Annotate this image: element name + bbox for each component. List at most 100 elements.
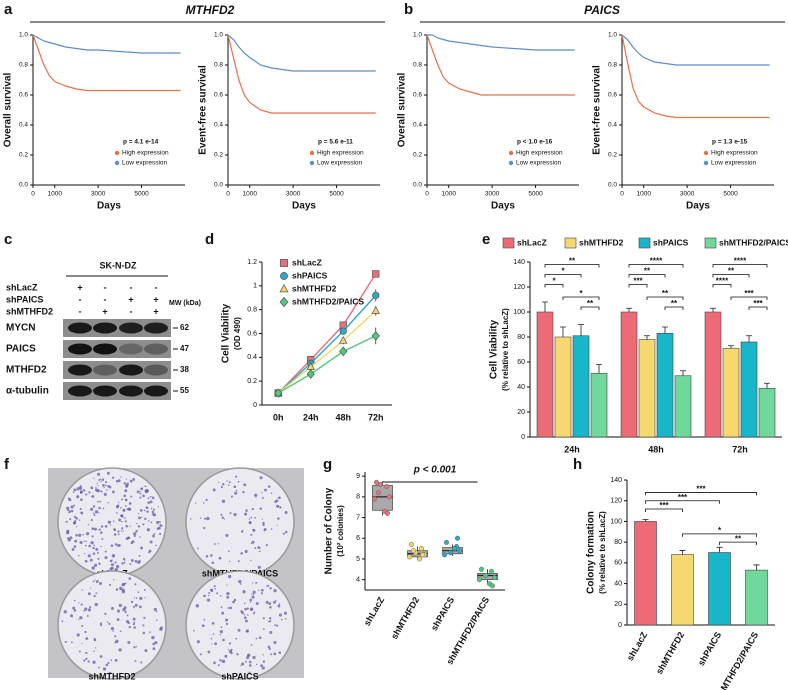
colony-dot bbox=[138, 490, 141, 493]
x-tick-label: 1000 bbox=[441, 191, 456, 198]
colony-dot bbox=[137, 512, 140, 515]
colony-dot bbox=[279, 506, 282, 509]
colony-dot bbox=[139, 596, 143, 601]
colony-dot bbox=[138, 554, 141, 557]
colony-dot bbox=[97, 472, 101, 476]
colony-dot bbox=[122, 607, 126, 612]
x-tick-label: 5000 bbox=[528, 191, 543, 198]
data-point bbox=[410, 548, 417, 554]
x-tick-label: 72h bbox=[732, 444, 748, 454]
data-point bbox=[377, 481, 384, 487]
sig-label: ** bbox=[644, 267, 651, 276]
colony-dot bbox=[128, 537, 131, 540]
colony-dot bbox=[104, 484, 107, 487]
marker bbox=[279, 283, 289, 293]
colony-dot bbox=[73, 488, 77, 492]
colony-dot bbox=[102, 667, 107, 671]
error-bar bbox=[764, 382, 770, 389]
legend-label: Low expression bbox=[317, 160, 363, 167]
colony-dot bbox=[76, 633, 80, 637]
colony-dot bbox=[90, 486, 94, 490]
colony-dot bbox=[214, 642, 218, 646]
legend-swatch bbox=[309, 150, 315, 156]
colony-dot bbox=[132, 478, 136, 481]
colony-dot bbox=[120, 476, 122, 478]
survival-curve bbox=[621, 34, 770, 66]
colony-dot bbox=[128, 502, 132, 505]
colony-dot bbox=[92, 580, 95, 583]
colony-dot bbox=[79, 616, 83, 620]
colony-dot bbox=[80, 603, 83, 606]
panel-label: c bbox=[4, 231, 12, 248]
sig-bracket bbox=[628, 284, 648, 288]
x-tick-label: 0 bbox=[31, 191, 35, 198]
data-point bbox=[478, 566, 485, 572]
colony-dot bbox=[73, 515, 77, 519]
colony-dot bbox=[121, 498, 124, 501]
colony-dot bbox=[129, 525, 131, 527]
colony-dot bbox=[258, 636, 262, 639]
y-tick-label: 8 bbox=[356, 494, 360, 501]
colony-dot bbox=[247, 614, 249, 616]
y-tick-label: 0.4 bbox=[413, 122, 422, 129]
colony-dot bbox=[134, 603, 138, 607]
colony-dot bbox=[221, 659, 226, 664]
colony-dot bbox=[262, 523, 265, 527]
colony-dot bbox=[110, 524, 112, 526]
y-axis-title: (10² colonies) bbox=[336, 505, 345, 557]
colony-dot bbox=[92, 660, 96, 664]
colony-dot bbox=[243, 613, 246, 616]
colony-dot bbox=[265, 544, 268, 547]
colony-dot bbox=[95, 592, 98, 595]
colony-dot bbox=[244, 512, 248, 516]
colony-dot bbox=[90, 519, 93, 522]
colony-dot bbox=[262, 521, 265, 525]
colony-dot bbox=[154, 641, 158, 645]
colony-dot bbox=[276, 524, 278, 527]
legend-label: High expression bbox=[317, 150, 364, 157]
colony-dot bbox=[249, 601, 252, 604]
sig-bracket bbox=[645, 508, 683, 512]
blot-band bbox=[144, 364, 168, 376]
colony-dot bbox=[106, 489, 108, 491]
y-tick-label: 1.0 bbox=[413, 32, 422, 39]
colony-dot bbox=[115, 505, 120, 509]
colony-dot bbox=[156, 520, 160, 525]
colony-dot bbox=[221, 516, 225, 519]
x-tick-label: 24h bbox=[564, 444, 580, 454]
y-tick-label: 140 bbox=[513, 259, 525, 266]
blot-strip bbox=[63, 361, 171, 379]
colony-dot bbox=[252, 528, 255, 531]
colony-dot bbox=[127, 621, 130, 625]
bar bbox=[656, 332, 674, 438]
colony-dot bbox=[140, 516, 143, 519]
colony-dot bbox=[241, 611, 244, 615]
colony-dot bbox=[124, 517, 126, 519]
colony-dot bbox=[123, 482, 127, 485]
colony-dot bbox=[202, 501, 205, 504]
x-tick-label: 1000 bbox=[636, 191, 651, 198]
colony-dot bbox=[229, 512, 232, 515]
colony-dot bbox=[243, 602, 246, 605]
series-line bbox=[277, 310, 377, 394]
colony-dot bbox=[148, 549, 152, 553]
colony-dot bbox=[229, 606, 232, 610]
colony-dot bbox=[97, 666, 100, 669]
colony-dot bbox=[99, 655, 103, 658]
condition-sign: - bbox=[130, 306, 133, 316]
blot-band bbox=[93, 343, 117, 355]
colony-dot bbox=[124, 489, 128, 493]
colony-dot bbox=[225, 622, 229, 625]
colony-dot bbox=[153, 607, 157, 612]
colony-dot bbox=[134, 559, 138, 563]
error-bar bbox=[716, 546, 723, 553]
colony-dot bbox=[84, 544, 87, 547]
colony-dot bbox=[81, 642, 83, 645]
mw-label: 38 bbox=[180, 365, 189, 374]
legend-swatch bbox=[703, 160, 709, 166]
colony-dot bbox=[117, 533, 120, 536]
colony-dot bbox=[114, 635, 117, 638]
colony-dot bbox=[113, 533, 117, 536]
error-bar bbox=[710, 307, 716, 312]
colony-dot bbox=[67, 537, 70, 540]
